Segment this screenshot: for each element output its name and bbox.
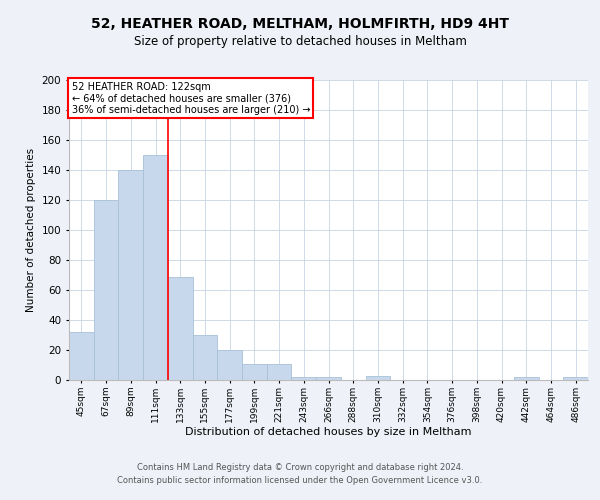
Text: Size of property relative to detached houses in Meltham: Size of property relative to detached ho… [134, 35, 466, 48]
Bar [118, 170, 143, 380]
Bar [69, 332, 94, 380]
Y-axis label: Number of detached properties: Number of detached properties [26, 148, 36, 312]
Bar [514, 377, 539, 380]
Text: 52, HEATHER ROAD, MELTHAM, HOLMFIRTH, HD9 4HT: 52, HEATHER ROAD, MELTHAM, HOLMFIRTH, HD… [91, 18, 509, 32]
Bar [267, 364, 292, 380]
Bar [242, 364, 267, 380]
Bar [292, 377, 316, 380]
Bar [143, 155, 168, 380]
Bar [217, 350, 242, 380]
Text: 52 HEATHER ROAD: 122sqm
← 64% of detached houses are smaller (376)
36% of semi-d: 52 HEATHER ROAD: 122sqm ← 64% of detache… [71, 82, 310, 114]
Bar [193, 335, 217, 380]
Bar [168, 276, 193, 380]
Text: Contains public sector information licensed under the Open Government Licence v3: Contains public sector information licen… [118, 476, 482, 485]
Bar [365, 376, 390, 380]
Bar [94, 200, 118, 380]
X-axis label: Distribution of detached houses by size in Meltham: Distribution of detached houses by size … [185, 428, 472, 438]
Bar [316, 377, 341, 380]
Bar [563, 377, 588, 380]
Text: Contains HM Land Registry data © Crown copyright and database right 2024.: Contains HM Land Registry data © Crown c… [137, 462, 463, 471]
